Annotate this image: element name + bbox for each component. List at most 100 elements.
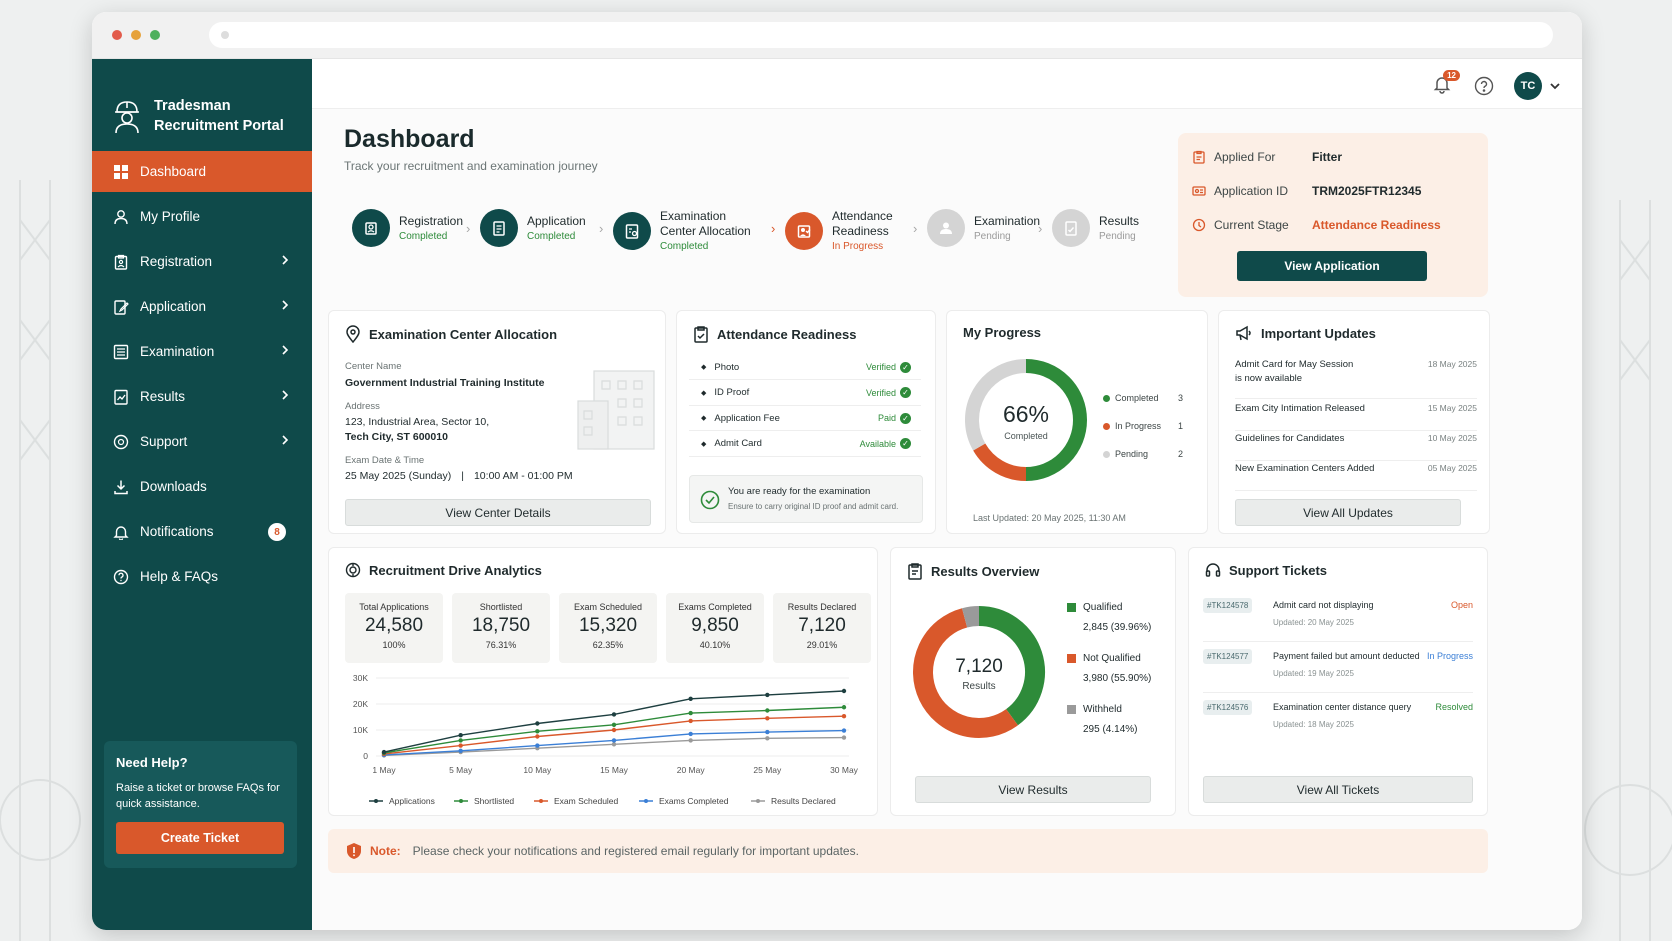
update-item[interactable]: New Examination Centers Added 05 May 2025 — [1235, 463, 1477, 491]
address-label: Address — [345, 401, 380, 412]
update-item[interactable]: Guidelines for Candidates 10 May 2025 — [1235, 433, 1477, 461]
data-point — [458, 748, 463, 753]
chevron-down-icon[interactable] — [1548, 79, 1562, 93]
close-dot[interactable] — [112, 30, 122, 40]
update-item[interactable]: Exam City Intimation Released 15 May 2025 — [1235, 403, 1477, 431]
ticket-status-badge: Resolved — [1435, 702, 1473, 712]
view-application-button[interactable]: View Application — [1237, 251, 1427, 281]
exam-date-label: Exam Date & Time — [345, 455, 425, 466]
update-date: 15 May 2025 — [1427, 403, 1477, 413]
ticket-id: #TK124576 — [1203, 700, 1253, 715]
user-avatar[interactable]: TC — [1514, 72, 1542, 100]
step-examination[interactable]: Examination Pending — [927, 209, 1040, 247]
progress-center-label: Completed — [1004, 431, 1048, 441]
maximize-dot[interactable] — [150, 30, 160, 40]
legend-value: 2,845 (39.96%) — [1083, 622, 1152, 633]
list-icon — [112, 343, 130, 361]
legend-dot — [1103, 450, 1110, 458]
step-results[interactable]: Results Pending — [1052, 209, 1139, 247]
kpi-label: Exam Scheduled — [573, 602, 643, 612]
update-item[interactable]: Admit Card for May Session is now availab… — [1235, 359, 1477, 399]
legend-label: Shortlisted — [474, 796, 514, 806]
step-label: Results — [1099, 214, 1140, 228]
sidebar-item-application[interactable]: Application — [92, 286, 312, 327]
data-point — [765, 729, 770, 735]
tickets-title: Support Tickets — [1205, 562, 1327, 578]
step-label: Attendance Readiness — [832, 209, 893, 238]
progress-stepper: Registration Completed › Application Complet… — [352, 209, 1172, 269]
data-point — [611, 742, 617, 747]
attendance-item-status: Verified ✓ — [866, 361, 911, 373]
attendance-item: ◆ Admit Card Available ✓ — [689, 432, 921, 457]
attendance-item-label: Application Fee — [714, 412, 780, 424]
step-arrow-icon: › — [1038, 221, 1043, 236]
data-point — [458, 738, 463, 743]
data-point — [765, 692, 770, 698]
progress-updated: Last Updated: 20 May 2025, 11:30 AM — [973, 513, 1126, 523]
sidebar-item-downloads[interactable]: Downloads — [92, 466, 312, 507]
ticket-item[interactable]: #TK124577 Payment failed but amount deduc… — [1203, 649, 1473, 693]
address-bar[interactable] — [209, 22, 1553, 48]
x-tick-label: 30 May — [830, 765, 859, 775]
sidebar-item-label: My Profile — [140, 209, 201, 224]
step-arrow-icon: › — [599, 221, 604, 236]
main-content: 12 TC Dashboard Track your recruitment a… — [312, 59, 1582, 930]
ticket-item[interactable]: #TK124578 Admit card not displaying Update… — [1203, 598, 1473, 642]
browser-chrome — [92, 12, 1582, 59]
step-examination-center-allocation[interactable]: Examination Center Allocation Completed — [613, 209, 755, 252]
id-card-icon — [1192, 186, 1206, 196]
step-registration[interactable]: Registration Completed — [352, 209, 463, 247]
sidebar-item-results[interactable]: Results — [92, 376, 312, 417]
sidebar-item-label: Help & FAQs — [140, 569, 219, 584]
data-point — [611, 712, 617, 717]
data-point — [765, 708, 770, 713]
step-examination-center-allocation-icon — [613, 211, 651, 250]
bullet-icon: ◆ — [701, 415, 707, 422]
data-point — [765, 716, 770, 721]
sidebar-item-help-faqs[interactable]: Help & FAQs — [92, 556, 312, 597]
help-icon[interactable] — [1474, 76, 1494, 96]
ticket-updated: Updated: 18 May 2025 — [1273, 720, 1354, 729]
sidebar-item-dashboard[interactable]: Dashboard — [92, 151, 312, 192]
x-tick-label: 25 May — [753, 765, 782, 775]
create-ticket-button[interactable]: Create Ticket — [116, 822, 284, 854]
bell-icon — [112, 523, 130, 541]
kpi-value: 18,750 — [471, 615, 531, 636]
sidebar-item-my-profile[interactable]: My Profile — [92, 196, 312, 237]
view-all-tickets-button[interactable]: View All Tickets — [1203, 776, 1473, 803]
data-point — [611, 722, 617, 727]
sidebar-item-support[interactable]: Support — [92, 421, 312, 462]
notifications-bell[interactable]: 12 — [1432, 69, 1460, 99]
step-application[interactable]: Application Completed — [480, 209, 586, 247]
x-tick-label: 10 May — [523, 765, 552, 775]
view-all-updates-button[interactable]: View All Updates — [1235, 499, 1461, 526]
view-results-button[interactable]: View Results — [915, 776, 1151, 803]
kpi-exam-scheduled: Exam Scheduled 15,320 62.35% — [559, 593, 657, 663]
data-point — [841, 714, 847, 719]
applied-for-row: Applied For Fitter — [1192, 150, 1342, 164]
sidebar-item-notifications[interactable]: Notifications 8 — [92, 511, 312, 552]
x-tick-label: 1 May — [372, 765, 396, 775]
chevron-right-icon — [280, 389, 290, 404]
sidebar-item-examination[interactable]: Examination — [92, 331, 312, 372]
center-name-value: Government Industrial Training Institute — [345, 377, 545, 389]
update-text-2: is now available — [1235, 373, 1303, 384]
legend-label: In Progress — [1115, 421, 1162, 431]
analytics-target-icon — [345, 562, 361, 578]
sidebar-item-registration[interactable]: Registration — [92, 241, 312, 282]
ticket-item[interactable]: #TK124576 Examination center distance que… — [1203, 700, 1473, 744]
step-text: Examination Pending — [974, 214, 1040, 242]
application-info-card: Applied For Fitter Application ID TRM202… — [1178, 133, 1488, 297]
progress-slice-pending — [965, 359, 1027, 451]
check-icon: ✓ — [900, 387, 911, 398]
results-overview-card: Results Overview 7,120 Results Qualified… — [890, 547, 1176, 816]
step-attendance-readiness[interactable]: Attendance Readiness In Progress — [785, 209, 927, 252]
chart-doc-icon — [112, 388, 130, 406]
legend-square — [1067, 654, 1076, 663]
kpi-value: 9,850 — [691, 615, 739, 636]
center-name-label: Center Name — [345, 361, 402, 372]
view-center-details-button[interactable]: View Center Details — [345, 499, 651, 526]
legend-label: Withheld — [1083, 704, 1122, 715]
legend-label: Results Declared — [771, 796, 836, 806]
minimize-dot[interactable] — [131, 30, 141, 40]
